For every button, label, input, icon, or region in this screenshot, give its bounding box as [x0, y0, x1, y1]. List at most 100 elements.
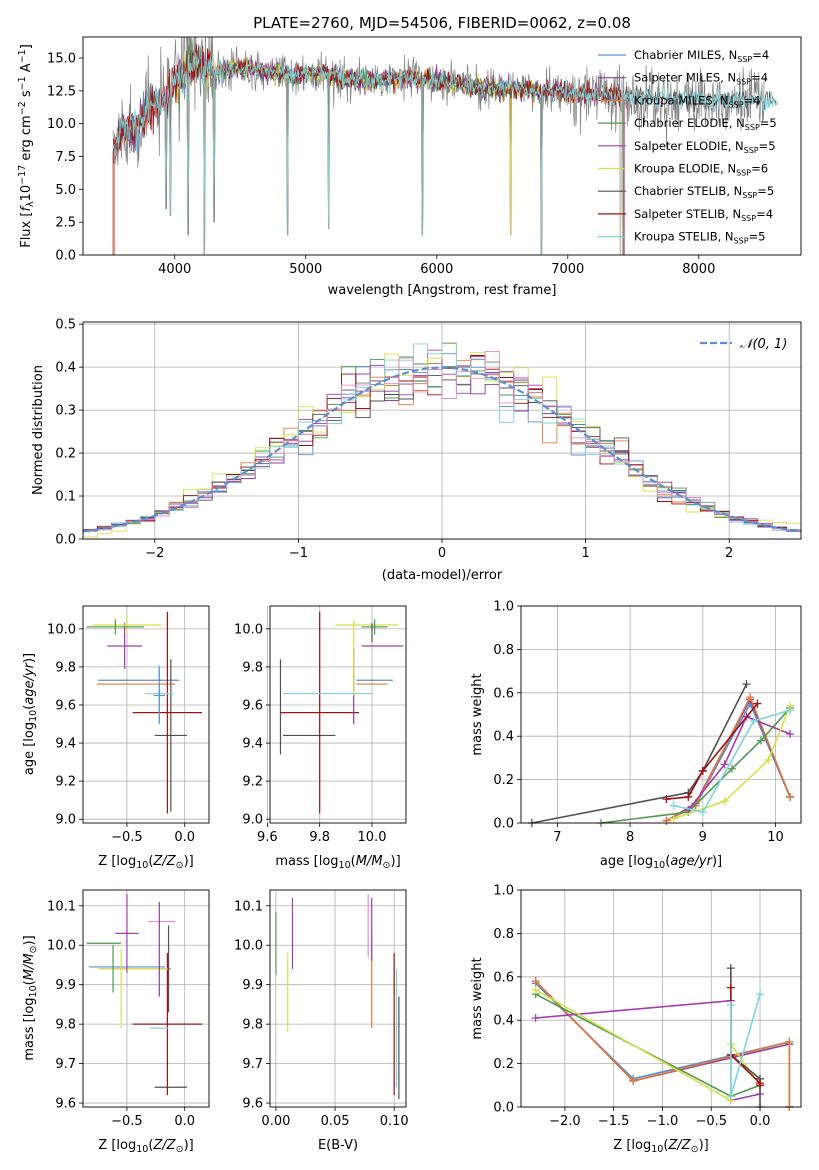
data-point [757, 736, 765, 745]
data-point [742, 680, 751, 689]
x-tick-label: 0.0 [750, 1114, 771, 1129]
y-tick-label: 0.4 [493, 730, 514, 745]
legend-entry: Chabrier ELODIE, NSSP=5 [634, 116, 777, 132]
massweight_vs_Z-xlabel: Z [log10(Z/Z⊙)] [613, 1138, 708, 1155]
data-point [720, 797, 729, 806]
legend-entry: Kroupa ELODIE, NSSP=6 [634, 162, 768, 178]
data-point [727, 764, 736, 773]
y-tick-label: 7.5 [55, 150, 76, 165]
spectrum-xlabel: wavelength [Angstrom, rest frame] [328, 283, 557, 298]
y-tick-label: 9.8 [55, 1018, 76, 1033]
y-tick-label: 9.9 [55, 978, 76, 993]
svg-text:age [log10(age/yr)]: age [log10(age/yr)] [600, 854, 722, 871]
y-tick-label: 0.2 [55, 447, 76, 462]
series-kroupa-elodie [531, 985, 765, 1105]
axes-frame [520, 889, 802, 1108]
x-tick-label: 9 [699, 830, 707, 845]
x-tick-label: 5000 [289, 262, 322, 277]
y-tick-label: 9.6 [55, 698, 76, 713]
x-tick-label: 4000 [158, 262, 191, 277]
spectrum-axes: 4000 5000 6000 7000 8000 0.0 2.5 5.0 7.5 10.0 12.5… [17, 14, 802, 298]
age_vs_mass-axes: 9.6 9.8 10.0 9.0 9.2 9.4 9.6 9.8 10.0 mass [log10… [234, 605, 407, 871]
massweight_vs_Z-axes: −2.0 −1.5 −1.0 −0.5 0.0 0.0 0.2 0.4 0.6 0.8 1.0 Z [… [470, 884, 802, 1155]
x-tick-label: −2.0 [549, 1114, 581, 1129]
svg-text:Flux [fλ10−17 erg cm−2 s−1 A−1: Flux [fλ10−17 erg cm−2 s−1 A−1] [17, 44, 36, 248]
massweight_vs_age-ylabel: mass weight [470, 673, 485, 755]
y-tick-label: 10.1 [47, 899, 76, 914]
axes-frame [269, 889, 407, 1108]
legend-entry: Salpeter ELODIE, NSSP=5 [634, 139, 776, 155]
x-tick-label: 2 [725, 546, 733, 561]
residual-histograms [83, 342, 801, 538]
x-tick-label: 6000 [420, 262, 453, 277]
data-point [662, 816, 671, 825]
errorbar [280, 611, 359, 814]
data-point [698, 766, 707, 775]
x-tick-label: 9.8 [309, 830, 330, 845]
x-tick-label: 0.0 [174, 830, 195, 845]
axes-frame [82, 36, 802, 256]
x-tick-label: −0.5 [695, 1114, 727, 1129]
legend-entry: Salpeter STELIB, NSSP=4 [634, 207, 773, 223]
y-tick-label: 10.0 [234, 939, 263, 954]
y-tick-label: 9.8 [55, 660, 76, 675]
series-kroupa-stelib [669, 706, 795, 817]
y-tick-label: 9.8 [242, 1018, 263, 1033]
errorbar [92, 615, 162, 635]
svg-text:Z [log10(Z/Z⊙)]: Z [log10(Z/Z⊙)] [613, 1138, 708, 1155]
errorbar [132, 953, 203, 1096]
y-tick-label: 5.0 [55, 183, 76, 198]
data-point [785, 1037, 794, 1046]
x-tick-label: −0.5 [111, 1114, 143, 1129]
y-tick-label: 10.1 [234, 899, 263, 914]
series-chabrier-miles [662, 699, 795, 825]
y-tick-label: 10.0 [47, 622, 76, 637]
spectrum-lines [112, 37, 778, 255]
svg-text:mass [log10(M/M⊙)]: mass [log10(M/M⊙)] [275, 854, 400, 871]
x-tick-label: 10 [767, 830, 784, 845]
y-tick-label: 0.0 [493, 817, 514, 832]
y-tick-label: 9.8 [242, 660, 263, 675]
series-kroupa-miles [531, 977, 794, 1111]
series-salpeter-stelib [662, 699, 762, 804]
data-point [726, 1092, 735, 1101]
residual-histogram [83, 349, 801, 532]
y-tick-label: 1.0 [493, 600, 514, 615]
y-tick-label: 15.0 [47, 52, 76, 67]
series-kroupa-elodie [669, 701, 795, 823]
y-tick-label: 12.5 [47, 84, 76, 99]
legend-entry: Chabrier MILES, NSSP=4 [634, 48, 769, 64]
data-point [756, 990, 765, 999]
age_vs_mass-errorbars [279, 611, 404, 814]
x-tick-label: 7 [553, 830, 561, 845]
data-point [786, 730, 795, 739]
data-point [629, 1076, 638, 1085]
data-point [726, 964, 735, 973]
age_vs_Z-ylabel: age [log10(age/yr)] [22, 653, 39, 775]
y-tick-label: 0.4 [493, 1014, 514, 1029]
y-tick-label: 0.0 [55, 249, 76, 264]
x-tick-label: −1.0 [647, 1114, 679, 1129]
legend-entry: Salpeter MILES, NSSP=4 [634, 71, 768, 87]
svg-text:Z [log10(Z/Z⊙)]: Z [log10(Z/Z⊙)] [98, 1138, 193, 1155]
data-point [531, 1014, 540, 1023]
y-tick-label: 9.9 [242, 978, 263, 993]
data-point [746, 693, 755, 702]
y-tick-label: 9.2 [242, 775, 263, 790]
y-tick-label: 9.6 [55, 1097, 76, 1112]
age_vs_mass-xlabel: mass [log10(M/M⊙)] [275, 854, 400, 871]
legend-entry: Kroupa MILES, NSSP=4 [634, 93, 760, 109]
legend-entry: 𝒩(0, 1) [740, 337, 787, 352]
x-tick-label: 9.6 [257, 830, 278, 845]
errorbar [115, 893, 139, 973]
y-tick-label: 9.0 [242, 813, 263, 828]
mass_vs_Z-xlabel: Z [log10(Z/Z⊙)] [98, 1138, 193, 1155]
svg-text:age [log10(age/yr)]: age [log10(age/yr)] [22, 653, 39, 775]
y-tick-label: 9.2 [55, 775, 76, 790]
legend-entry: Chabrier STELIB, NSSP=5 [634, 184, 774, 200]
y-tick-label: 2.5 [55, 216, 76, 231]
y-tick-label: 0.0 [493, 1101, 514, 1116]
y-tick-label: 0.0 [55, 533, 76, 548]
y-tick-label: 0.2 [493, 1057, 514, 1072]
legend-entry: Kroupa STELIB, NSSP=5 [634, 230, 765, 246]
